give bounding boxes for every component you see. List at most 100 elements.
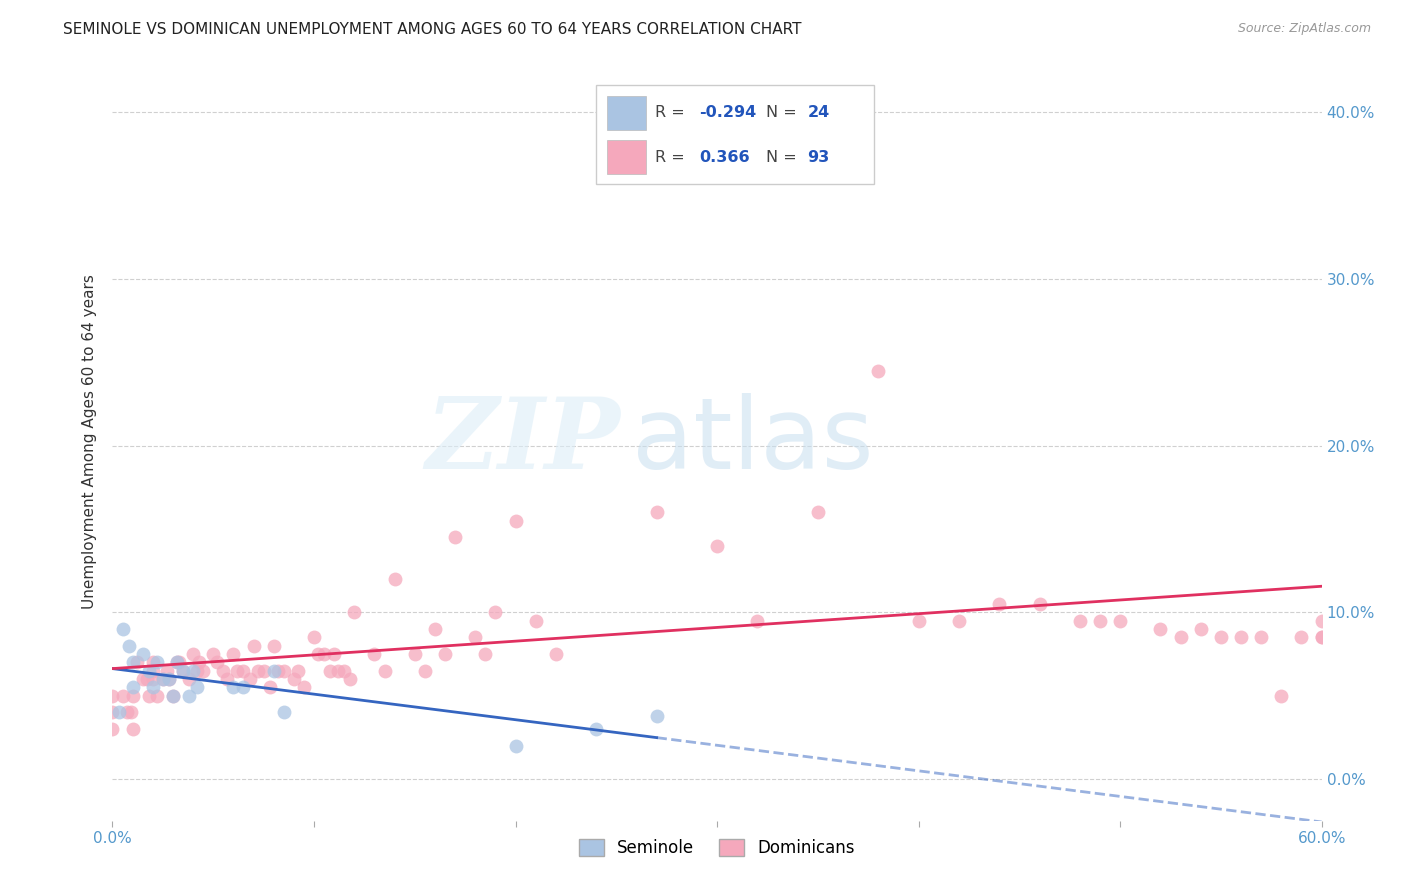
Point: [524, 614, 547, 628]
Point: [747, 614, 769, 628]
Point: [505, 739, 527, 753]
Point: [242, 639, 264, 653]
Point: [544, 647, 567, 661]
Point: [484, 605, 506, 619]
Point: [167, 656, 190, 670]
Point: [1189, 622, 1212, 636]
Y-axis label: Unemployment Among Ages 60 to 64 years: Unemployment Among Ages 60 to 64 years: [82, 274, 97, 609]
Point: [374, 664, 396, 678]
Point: [186, 664, 208, 678]
Point: [1149, 622, 1171, 636]
Point: [191, 664, 214, 678]
Point: [253, 664, 276, 678]
Point: [307, 647, 329, 661]
Point: [433, 647, 456, 661]
Point: [585, 722, 607, 736]
Point: [115, 706, 138, 720]
Point: [1250, 631, 1272, 645]
Point: [166, 656, 188, 670]
Point: [111, 689, 134, 703]
Point: [948, 614, 970, 628]
Point: [706, 539, 728, 553]
Point: [138, 689, 160, 703]
Point: [166, 656, 188, 670]
Point: [343, 605, 366, 619]
Point: [302, 631, 325, 645]
Point: [283, 672, 305, 686]
Point: [121, 722, 143, 736]
Point: [172, 664, 194, 678]
Text: Source: ZipAtlas.com: Source: ZipAtlas.com: [1237, 22, 1371, 36]
Point: [138, 664, 160, 678]
Point: [156, 664, 179, 678]
Point: [267, 664, 290, 678]
Point: [142, 672, 165, 686]
Point: [323, 647, 346, 661]
Point: [1069, 614, 1091, 628]
Point: [1028, 597, 1050, 611]
Point: [146, 689, 169, 703]
Point: [263, 664, 285, 678]
Point: [645, 708, 668, 723]
Point: [217, 672, 239, 686]
Point: [202, 647, 225, 661]
Point: [181, 647, 204, 661]
Text: ZIP: ZIP: [426, 393, 620, 490]
Point: [339, 672, 361, 686]
Point: [188, 656, 211, 670]
Point: [186, 681, 208, 695]
Point: [157, 672, 180, 686]
Legend: Seminole, Dominicans: Seminole, Dominicans: [571, 830, 863, 865]
Point: [181, 664, 204, 678]
Point: [645, 505, 668, 519]
Point: [157, 672, 180, 686]
Point: [177, 672, 200, 686]
Point: [988, 597, 1011, 611]
Point: [207, 656, 229, 670]
Point: [807, 505, 830, 519]
Point: [907, 614, 929, 628]
Point: [125, 656, 148, 670]
Point: [287, 664, 309, 678]
Point: [1310, 631, 1333, 645]
Point: [222, 647, 245, 661]
Point: [142, 681, 165, 695]
Point: [259, 681, 281, 695]
Point: [101, 706, 124, 720]
Point: [212, 664, 235, 678]
Point: [1310, 631, 1333, 645]
Point: [333, 664, 356, 678]
Point: [413, 664, 436, 678]
Point: [146, 656, 169, 670]
Point: [273, 706, 295, 720]
Point: [1209, 631, 1232, 645]
Point: [120, 706, 142, 720]
Point: [121, 689, 143, 703]
Point: [246, 664, 269, 678]
Point: [363, 647, 385, 661]
Point: [162, 689, 184, 703]
Point: [152, 672, 174, 686]
Point: [319, 664, 342, 678]
Point: [505, 514, 527, 528]
Point: [1230, 631, 1253, 645]
Text: atlas: atlas: [633, 393, 875, 490]
Point: [1088, 614, 1111, 628]
Point: [464, 631, 486, 645]
Point: [1291, 631, 1313, 645]
Point: [162, 689, 184, 703]
Point: [1170, 631, 1192, 645]
Point: [142, 656, 165, 670]
Point: [605, 138, 627, 153]
Point: [177, 689, 200, 703]
Point: [107, 706, 129, 720]
Point: [232, 681, 254, 695]
Point: [868, 364, 890, 378]
Point: [111, 622, 134, 636]
Point: [132, 672, 155, 686]
Point: [444, 530, 467, 544]
Point: [121, 656, 143, 670]
Point: [101, 689, 124, 703]
Point: [292, 681, 315, 695]
Point: [273, 664, 295, 678]
